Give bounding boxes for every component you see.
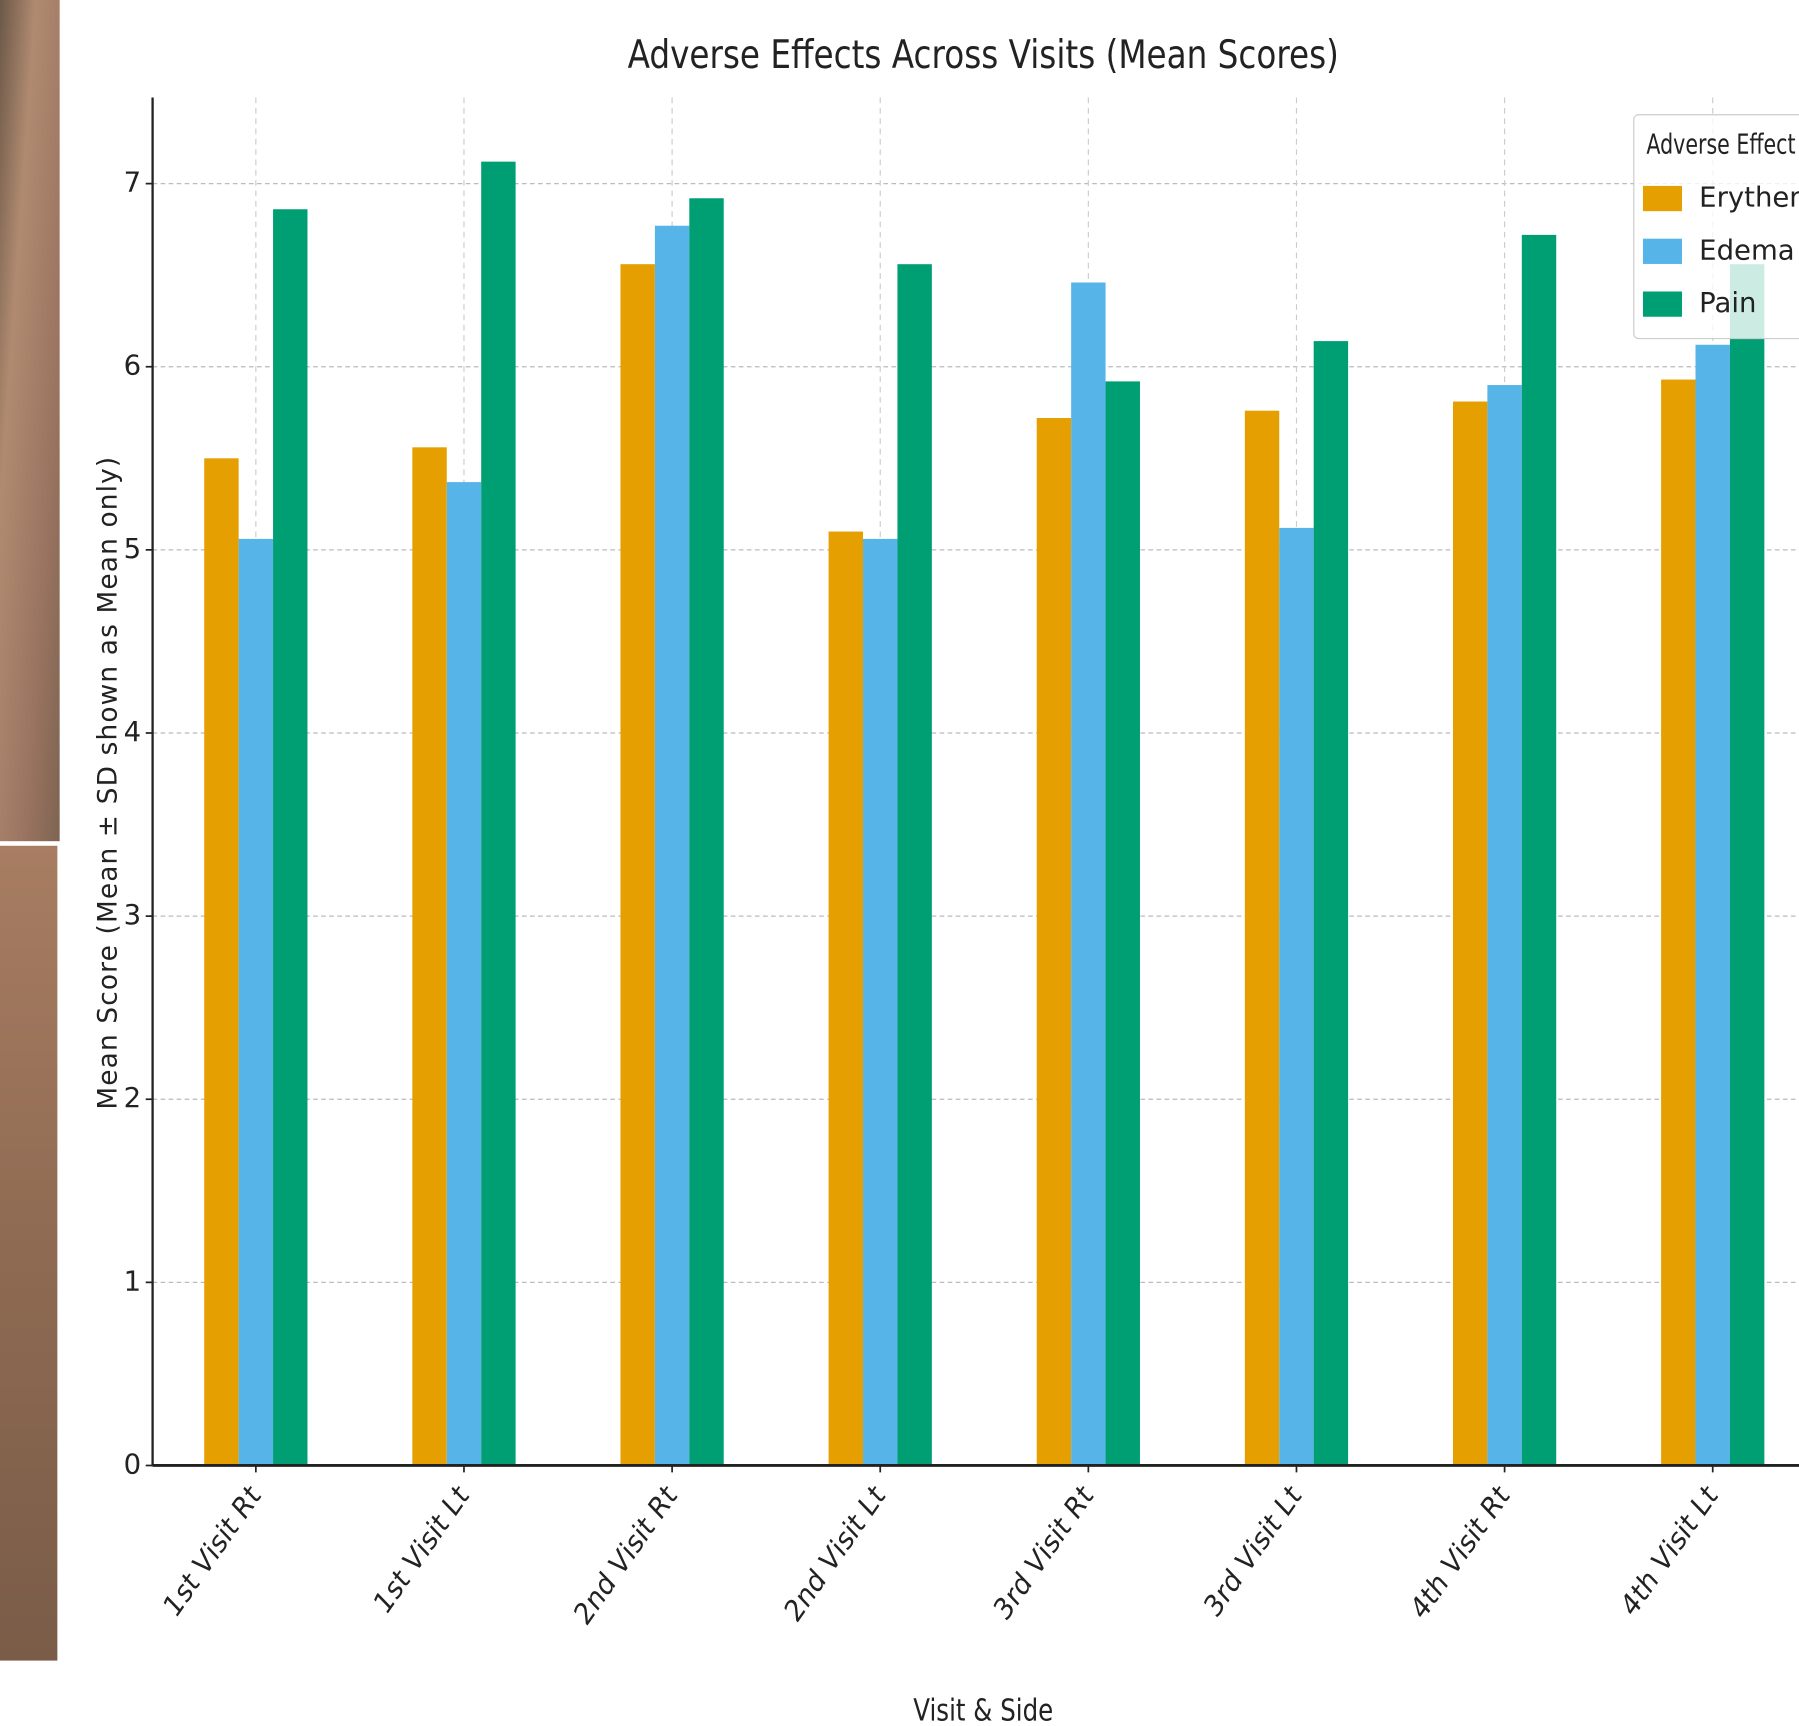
- x-axis-label: Visit & Side: [913, 1694, 1053, 1726]
- x-tick-label: 2nd Visit Lt: [777, 1480, 893, 1627]
- bar: [1695, 344, 1730, 1466]
- bar: [481, 161, 516, 1466]
- bar: [204, 458, 239, 1466]
- bar: [1729, 264, 1765, 1466]
- bar: [446, 482, 482, 1466]
- legend-title: Adverse Effect: [1646, 129, 1795, 161]
- chart-title: Adverse Effects Across Visits (Mean Scor…: [628, 33, 1339, 78]
- y-tick-label: 2: [124, 1082, 142, 1114]
- x-tick-label: 1st Visit Rt: [156, 1480, 269, 1622]
- y-tick-label: 3: [124, 899, 142, 931]
- bar: [897, 264, 932, 1466]
- bar: [620, 264, 655, 1466]
- bar: [412, 447, 447, 1466]
- bar: [238, 538, 274, 1466]
- y-tick-label: 7: [124, 167, 142, 199]
- legend-swatch: [1642, 238, 1682, 264]
- bar: [828, 531, 864, 1466]
- x-tick-label: 4th Visit Rt: [1403, 1480, 1517, 1624]
- legend-label: Erythema: [1699, 182, 1799, 214]
- bar: [1036, 418, 1072, 1466]
- y-tick-label: 0: [124, 1448, 142, 1480]
- legend-swatch: [1642, 185, 1682, 212]
- x-tick-label: 3rd Visit Rt: [987, 1480, 1102, 1625]
- legend-label: Edema: [1699, 234, 1794, 266]
- bar: [863, 538, 898, 1466]
- bar: [1105, 381, 1140, 1466]
- bar: [654, 225, 690, 1466]
- x-tick-label: 4th Visit Lt: [1614, 1480, 1726, 1621]
- bar: [1487, 385, 1522, 1466]
- bar: [1521, 234, 1557, 1466]
- y-tick-label: 6: [124, 350, 142, 382]
- bar: [1452, 401, 1488, 1466]
- bar: [1244, 410, 1280, 1466]
- x-tick-label: 2nd Visit Rt: [567, 1480, 685, 1630]
- y-axis-label: Mean Score (Mean ± SD shown as Mean only…: [93, 456, 123, 1110]
- y-tick-label: 1: [124, 1265, 142, 1297]
- bar: [1071, 282, 1106, 1466]
- bar: [1313, 341, 1349, 1466]
- legend-label: Pain: [1699, 287, 1756, 319]
- legend-box: [1633, 114, 1799, 340]
- bar: [273, 209, 308, 1466]
- bar: [1279, 527, 1314, 1466]
- y-tick-label: 4: [124, 716, 142, 748]
- photo-strip: [0, 0, 60, 842]
- legend-swatch: [1642, 291, 1682, 317]
- bar: [1661, 379, 1696, 1466]
- x-tick-label: 3rd Visit Lt: [1197, 1480, 1309, 1622]
- y-tick-label: 5: [124, 533, 142, 565]
- x-tick-label: 1st Visit Lt: [367, 1480, 477, 1619]
- bar: [689, 198, 724, 1466]
- photo-strip: [0, 845, 58, 1661]
